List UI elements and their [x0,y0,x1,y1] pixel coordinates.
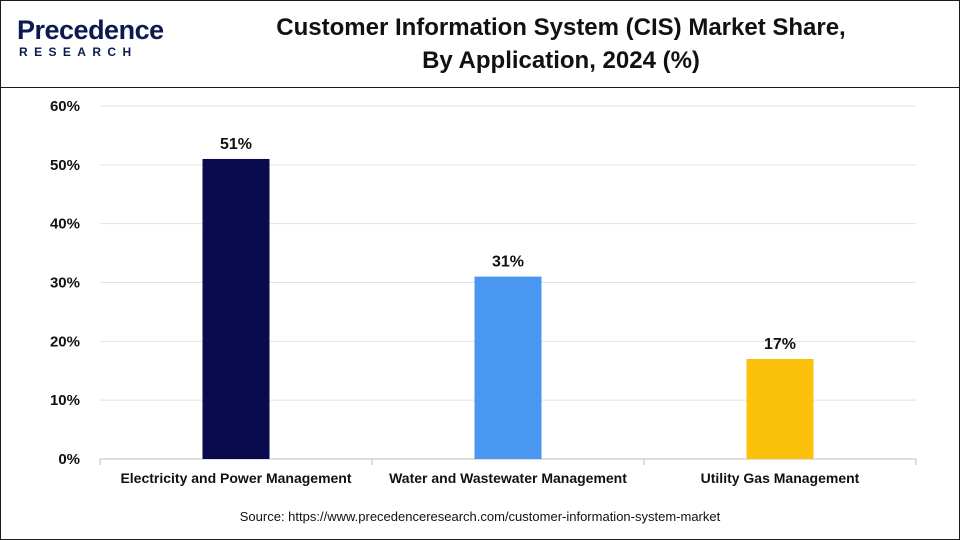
x-tick-label: Utility Gas Management [701,470,860,486]
axes [99,458,917,465]
x-tick-label: Water and Wastewater Management [389,470,627,486]
logo-wordmark: Precedence [17,15,164,45]
y-tick-label: 50% [50,157,80,174]
data-label: 17% [764,336,796,353]
data-label: 51% [220,136,252,153]
logo-subtitle: RESEARCH [19,45,138,59]
chart-title-line-2: By Application, 2024 (%) [422,47,700,74]
bar [746,358,814,459]
brand-logo: Precedence RESEARCH [17,15,167,63]
header: Precedence RESEARCH Customer Information… [1,1,959,87]
labels: 0% 10% 20% 30% 40% 50% 60% 51% Electricity and P… [50,98,860,486]
header-divider [1,87,959,88]
source-note: Source: https://www.precedenceresearch.c… [239,509,721,524]
bar-chart: 0% 10% 20% 30% 40% 50% 60% 51% Electricity and P… [50,98,917,486]
data-label: 31% [492,254,524,271]
bar [474,276,542,459]
bar [202,158,270,459]
chart-title-line-1: Customer Information System (CIS) Market… [276,14,846,41]
chart-title: Customer Information System (CIS) Market… [221,11,901,77]
y-tick-label: 30% [50,275,80,292]
bars [202,158,814,459]
y-tick-label: 40% [50,216,80,233]
x-tick-label: Electricity and Power Management [120,470,351,486]
y-tick-label: 60% [50,98,80,115]
y-tick-label: 10% [50,392,80,409]
y-tick-label: 20% [50,333,80,350]
y-tick-label: 0% [58,451,80,468]
